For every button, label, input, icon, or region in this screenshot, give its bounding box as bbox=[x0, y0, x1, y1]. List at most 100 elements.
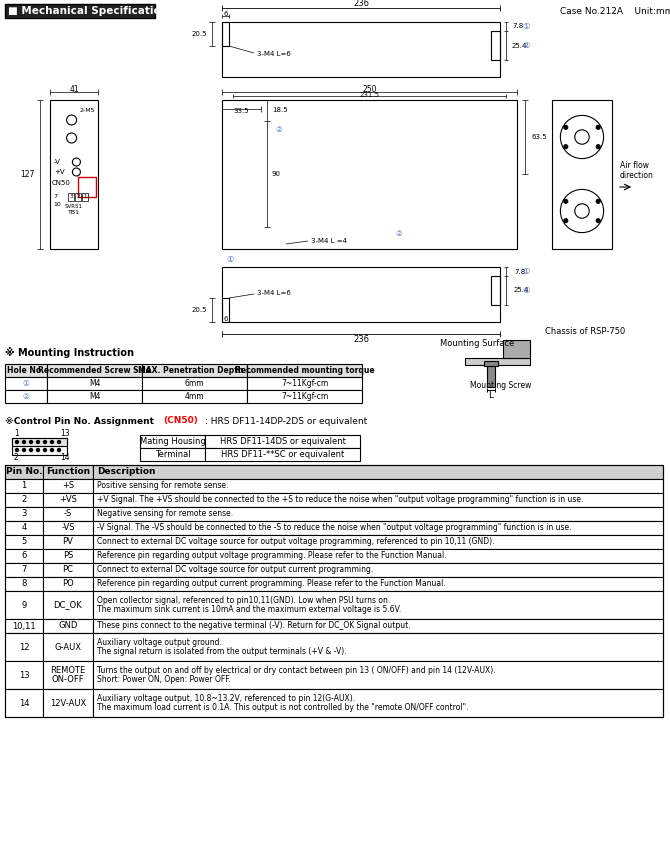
Text: +S: +S bbox=[62, 481, 74, 491]
Bar bbox=[140, 435, 205, 448]
Bar bbox=[50, 100, 98, 249]
Bar bbox=[5, 661, 43, 689]
Circle shape bbox=[36, 440, 40, 444]
Bar bbox=[503, 340, 530, 358]
Text: 7~11Kgf-cm: 7~11Kgf-cm bbox=[281, 392, 328, 401]
Bar bbox=[222, 22, 500, 77]
Text: Terminal: Terminal bbox=[155, 450, 190, 459]
Text: Mounting Surface: Mounting Surface bbox=[440, 340, 515, 348]
Text: 20.5: 20.5 bbox=[192, 307, 207, 313]
Bar bbox=[247, 364, 362, 377]
Text: 236: 236 bbox=[353, 335, 369, 343]
Text: 10,11: 10,11 bbox=[12, 621, 36, 631]
Text: 3-M4 L =4: 3-M4 L =4 bbox=[311, 238, 347, 244]
Text: 3-M4 L=6: 3-M4 L=6 bbox=[257, 51, 291, 57]
Bar bbox=[5, 633, 43, 661]
Bar bbox=[93, 507, 663, 521]
Text: -V: -V bbox=[54, 159, 61, 165]
Text: 13: 13 bbox=[60, 428, 70, 438]
Bar bbox=[47, 390, 142, 403]
Bar bbox=[5, 549, 43, 563]
Text: 1: 1 bbox=[21, 481, 27, 491]
Bar bbox=[5, 591, 43, 619]
Text: PS: PS bbox=[63, 551, 73, 561]
Bar bbox=[43, 577, 93, 591]
Bar bbox=[47, 364, 142, 377]
Text: 12V-AUX: 12V-AUX bbox=[50, 699, 86, 707]
Text: 18.5: 18.5 bbox=[272, 108, 287, 114]
Text: 7~11Kgf-cm: 7~11Kgf-cm bbox=[281, 379, 328, 388]
Bar bbox=[140, 448, 205, 461]
Text: 7.8: 7.8 bbox=[512, 24, 523, 30]
Text: 3: 3 bbox=[21, 509, 27, 518]
Bar bbox=[5, 507, 43, 521]
Bar bbox=[43, 619, 93, 633]
Bar bbox=[491, 276, 500, 305]
Text: Negative sensing for remote sense.: Negative sensing for remote sense. bbox=[97, 509, 233, 518]
Text: 7: 7 bbox=[21, 566, 27, 574]
Text: 2: 2 bbox=[14, 453, 19, 461]
Circle shape bbox=[29, 448, 34, 452]
Text: 6: 6 bbox=[223, 11, 228, 17]
Text: ②: ② bbox=[23, 392, 29, 401]
Text: -S: -S bbox=[64, 509, 72, 518]
Text: +VS: +VS bbox=[59, 496, 77, 504]
Text: 25.4: 25.4 bbox=[512, 42, 527, 49]
Text: ②: ② bbox=[395, 229, 403, 239]
Text: ON-OFF: ON-OFF bbox=[52, 675, 84, 685]
Text: 14: 14 bbox=[19, 699, 29, 707]
Bar bbox=[93, 689, 663, 717]
Text: 6: 6 bbox=[21, 551, 27, 561]
Text: 10: 10 bbox=[53, 201, 61, 207]
Text: ①: ① bbox=[23, 379, 29, 388]
Text: 231.5: 231.5 bbox=[360, 92, 379, 98]
Text: Auxiliary voltage output, 10.8~13.2V, referenced to pin 12(G-AUX).: Auxiliary voltage output, 10.8~13.2V, re… bbox=[97, 694, 355, 703]
Text: 20.5: 20.5 bbox=[192, 31, 207, 37]
Bar bbox=[247, 390, 362, 403]
Text: -VS: -VS bbox=[61, 524, 75, 533]
Text: Connect to external DC voltage source for output voltage programming, referenced: Connect to external DC voltage source fo… bbox=[97, 538, 494, 546]
Circle shape bbox=[563, 126, 567, 129]
Text: +V Signal. The +VS should be connected to the +S to reduce the noise when "outpu: +V Signal. The +VS should be connected t… bbox=[97, 496, 584, 504]
Bar bbox=[93, 633, 663, 661]
Bar bbox=[5, 465, 43, 479]
Bar bbox=[205, 448, 360, 461]
Circle shape bbox=[15, 440, 19, 444]
Bar bbox=[43, 507, 93, 521]
Bar bbox=[93, 563, 663, 577]
Text: Air flow: Air flow bbox=[620, 162, 649, 170]
Text: 127: 127 bbox=[21, 170, 35, 179]
Text: ②: ② bbox=[522, 286, 530, 295]
Text: REMOTE: REMOTE bbox=[50, 666, 86, 675]
Text: Mounting Screw: Mounting Screw bbox=[470, 382, 531, 390]
Text: The maximum load current is 0.1A. This output is not controlled by the "remote O: The maximum load current is 0.1A. This o… bbox=[97, 703, 468, 712]
Text: Mating Housing: Mating Housing bbox=[139, 437, 206, 446]
Bar bbox=[5, 465, 663, 717]
Bar bbox=[487, 365, 495, 387]
Text: PO: PO bbox=[62, 579, 74, 588]
Text: Function: Function bbox=[46, 468, 90, 476]
Text: 2: 2 bbox=[21, 496, 27, 504]
Text: 4mm: 4mm bbox=[185, 392, 204, 401]
Text: Reference pin regarding output voltage programming. Please refer to the Function: Reference pin regarding output voltage p… bbox=[97, 551, 447, 561]
Text: 5: 5 bbox=[21, 538, 27, 546]
Text: CN50: CN50 bbox=[52, 180, 71, 186]
Bar bbox=[205, 435, 360, 448]
Circle shape bbox=[596, 145, 600, 148]
Bar bbox=[12, 438, 67, 446]
Text: 90: 90 bbox=[272, 171, 281, 177]
Text: 1: 1 bbox=[83, 195, 86, 200]
Bar bbox=[43, 535, 93, 549]
Bar bbox=[43, 465, 93, 479]
Circle shape bbox=[563, 145, 567, 148]
Bar bbox=[93, 521, 663, 535]
Text: TB1: TB1 bbox=[68, 211, 80, 216]
Bar bbox=[142, 377, 247, 390]
Bar bbox=[43, 563, 93, 577]
Circle shape bbox=[29, 440, 34, 444]
Bar bbox=[43, 493, 93, 507]
Bar bbox=[93, 661, 663, 689]
Bar bbox=[5, 479, 43, 493]
Bar bbox=[222, 298, 229, 322]
Text: The maximum sink current is 10mA and the maximum external voltage is 5.6V.: The maximum sink current is 10mA and the… bbox=[97, 605, 401, 615]
